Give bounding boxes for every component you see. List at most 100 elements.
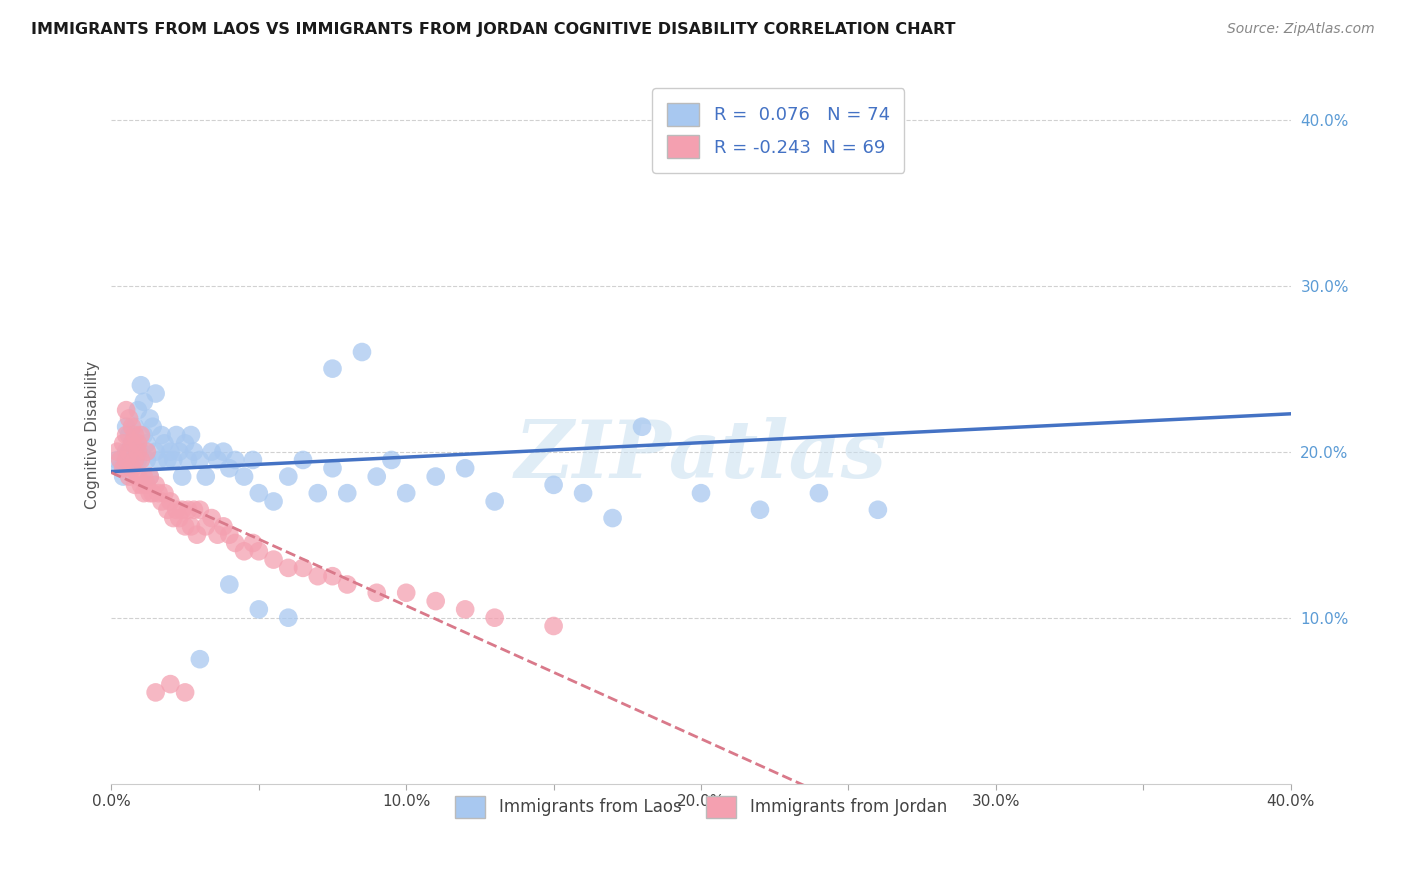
Point — [380, 453, 402, 467]
Point — [218, 527, 240, 541]
Point — [129, 428, 152, 442]
Point — [321, 361, 343, 376]
Point — [110, 461, 132, 475]
Point — [110, 453, 132, 467]
Legend: Immigrants from Laos, Immigrants from Jordan: Immigrants from Laos, Immigrants from Jo… — [449, 789, 953, 824]
Point — [150, 494, 173, 508]
Point — [165, 428, 187, 442]
Point — [321, 461, 343, 475]
Point — [321, 569, 343, 583]
Point — [124, 478, 146, 492]
Point — [145, 685, 167, 699]
Point — [124, 419, 146, 434]
Point — [121, 436, 143, 450]
Point — [112, 461, 135, 475]
Point — [395, 486, 418, 500]
Point — [292, 561, 315, 575]
Point — [145, 386, 167, 401]
Point — [180, 519, 202, 533]
Point — [366, 586, 388, 600]
Point — [602, 511, 624, 525]
Text: IMMIGRANTS FROM LAOS VS IMMIGRANTS FROM JORDAN COGNITIVE DISABILITY CORRELATION : IMMIGRANTS FROM LAOS VS IMMIGRANTS FROM … — [31, 22, 956, 37]
Point — [127, 436, 149, 450]
Point — [129, 478, 152, 492]
Point — [121, 436, 143, 450]
Point — [129, 453, 152, 467]
Point — [247, 602, 270, 616]
Point — [118, 428, 141, 442]
Point — [543, 619, 565, 633]
Text: ZIPatlas: ZIPatlas — [515, 417, 887, 495]
Point — [121, 419, 143, 434]
Point — [242, 453, 264, 467]
Point — [132, 486, 155, 500]
Point — [277, 469, 299, 483]
Point — [218, 461, 240, 475]
Point — [159, 677, 181, 691]
Point — [145, 444, 167, 458]
Point — [174, 685, 197, 699]
Point — [150, 428, 173, 442]
Point — [201, 444, 224, 458]
Point — [183, 444, 205, 458]
Point — [543, 478, 565, 492]
Point — [194, 469, 217, 483]
Point — [425, 469, 447, 483]
Point — [121, 461, 143, 475]
Point — [484, 494, 506, 508]
Point — [336, 486, 359, 500]
Point — [156, 453, 179, 467]
Point — [395, 586, 418, 600]
Point — [188, 502, 211, 516]
Point — [425, 594, 447, 608]
Point — [263, 552, 285, 566]
Point — [127, 453, 149, 467]
Point — [247, 486, 270, 500]
Point — [132, 469, 155, 483]
Point — [148, 486, 170, 500]
Point — [277, 610, 299, 624]
Point — [115, 444, 138, 458]
Point — [233, 469, 256, 483]
Point — [156, 502, 179, 516]
Point — [118, 469, 141, 483]
Point — [135, 453, 157, 467]
Point — [138, 411, 160, 425]
Point — [118, 444, 141, 458]
Point — [207, 453, 229, 467]
Point — [142, 486, 165, 500]
Point — [174, 436, 197, 450]
Point — [188, 453, 211, 467]
Point — [212, 444, 235, 458]
Point — [112, 469, 135, 483]
Point — [177, 502, 200, 516]
Text: Source: ZipAtlas.com: Source: ZipAtlas.com — [1227, 22, 1375, 37]
Point — [115, 419, 138, 434]
Point — [159, 444, 181, 458]
Point — [127, 444, 149, 458]
Point — [207, 527, 229, 541]
Point — [263, 494, 285, 508]
Point — [350, 345, 373, 359]
Point — [121, 461, 143, 475]
Point — [153, 486, 176, 500]
Point — [177, 453, 200, 467]
Point — [138, 486, 160, 500]
Point — [124, 428, 146, 442]
Point — [124, 444, 146, 458]
Point — [631, 419, 654, 434]
Point — [188, 652, 211, 666]
Point — [866, 502, 889, 516]
Point — [180, 428, 202, 442]
Point — [307, 486, 329, 500]
Point — [292, 453, 315, 467]
Point — [749, 502, 772, 516]
Point — [218, 577, 240, 591]
Point — [115, 453, 138, 467]
Point — [165, 502, 187, 516]
Point — [112, 436, 135, 450]
Point — [132, 394, 155, 409]
Y-axis label: Cognitive Disability: Cognitive Disability — [86, 361, 100, 509]
Point — [484, 610, 506, 624]
Point — [572, 486, 595, 500]
